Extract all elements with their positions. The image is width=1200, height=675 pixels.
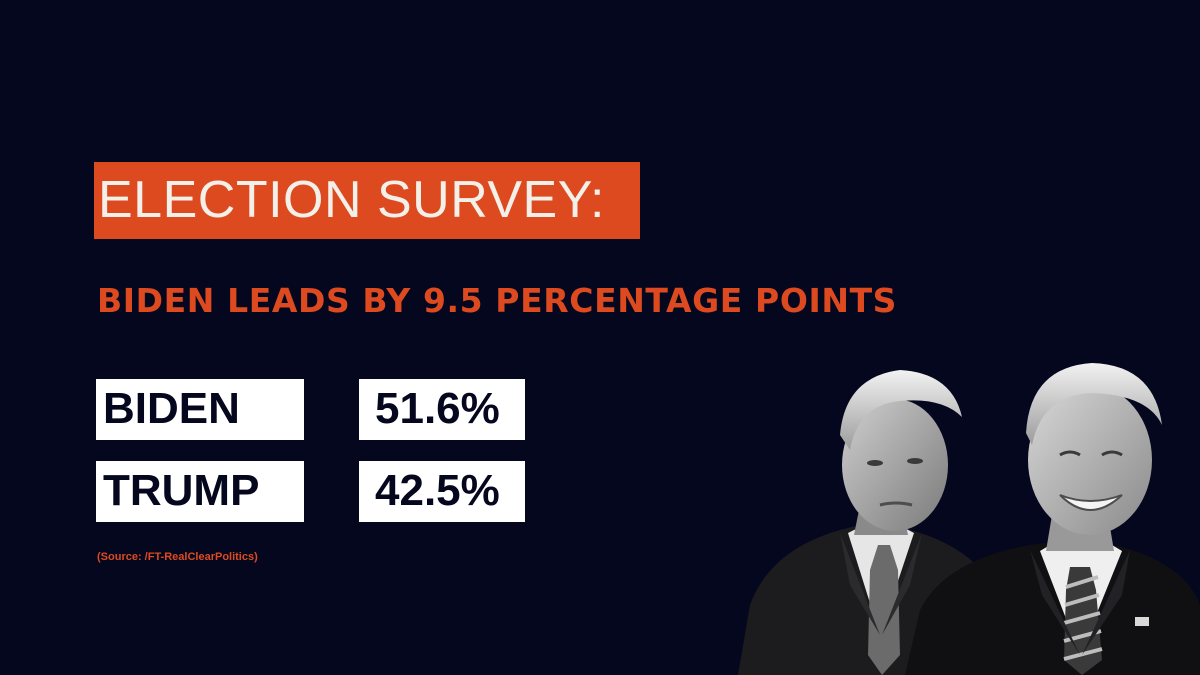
right-figure (905, 363, 1200, 675)
candidate-percent-trump: 42.5% (359, 461, 525, 522)
headline-banner (94, 162, 640, 239)
headline: ELECTION SURVEY: (98, 171, 605, 229)
candidates-photo (738, 363, 1200, 675)
source-note: (Source: /FT-RealClearPolitics) (97, 551, 258, 563)
candidate-percent-biden: 51.6% (359, 379, 525, 440)
subheadline: BIDEN LEADS BY 9.5 PERCENTAGE POINTS (97, 281, 898, 320)
candidate-name-biden: BIDEN (96, 379, 304, 440)
candidate-name-trump: TRUMP (96, 461, 304, 522)
